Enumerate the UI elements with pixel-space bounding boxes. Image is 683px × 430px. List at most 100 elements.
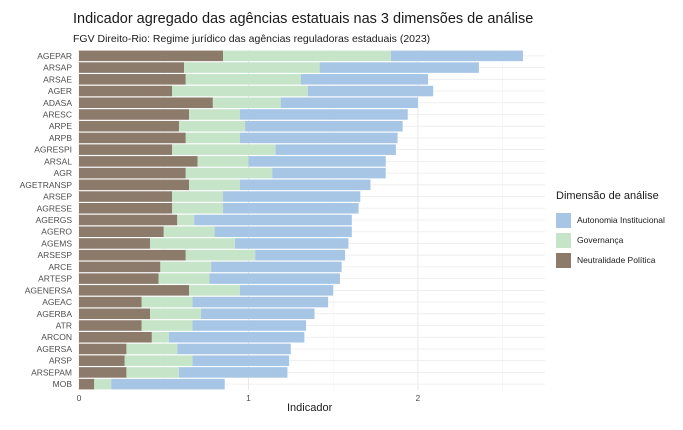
bar-agenersa-series-1 xyxy=(189,285,240,296)
bar-arsal-series-1 xyxy=(197,156,249,167)
bar-agepar-series-2 xyxy=(390,50,523,62)
bar-agr-series-1 xyxy=(185,167,273,179)
y-tick-label: AGR xyxy=(54,168,72,178)
bar-artesp-series-0 xyxy=(79,273,159,284)
bar-atr-series-2 xyxy=(192,320,307,331)
y-tick-label: ARSAP xyxy=(43,63,72,73)
y-tick-label: ATR xyxy=(56,321,72,331)
bar-arpe-series-2 xyxy=(245,120,403,132)
bar-arsp-series-1 xyxy=(124,355,193,366)
bar-arce-series-2 xyxy=(211,261,342,273)
bar-ageac-series-0 xyxy=(79,296,142,308)
bar-arpb-series-1 xyxy=(185,132,240,144)
y-tick-label: ARPB xyxy=(49,133,72,143)
bar-arcon-series-0 xyxy=(79,331,152,343)
legend-item-autonomia: Autonomia Institucional xyxy=(556,210,665,230)
bar-ager-series-0 xyxy=(79,85,173,97)
y-tick-label: AGENERSA xyxy=(25,285,73,295)
bar-arsep-series-2 xyxy=(223,191,361,202)
x-tick-label: 2 xyxy=(416,393,421,403)
bar-arsal-series-0 xyxy=(79,156,198,167)
y-tick-label: AGEAC xyxy=(42,297,72,307)
bar-artesp-series-1 xyxy=(158,273,210,284)
bar-arsepam-series-1 xyxy=(126,367,179,378)
y-tick-label: ARSAL xyxy=(44,156,72,166)
x-tick-label: 0 xyxy=(77,393,82,403)
y-tick-label: ARSP xyxy=(49,356,72,366)
y-tick-label: ARCON xyxy=(41,332,72,342)
bar-agrese-series-2 xyxy=(223,203,359,214)
y-tick-label: AGERSA xyxy=(37,344,73,354)
legend-swatch-governanca xyxy=(556,232,571,248)
legend-label-neutralidade: Neutralidade Política xyxy=(577,255,656,265)
y-tick-label: AGRESPI xyxy=(34,145,72,155)
bar-agrespi-series-2 xyxy=(275,144,396,155)
bar-agero-series-2 xyxy=(214,226,352,237)
bar-aresc-series-2 xyxy=(239,109,408,120)
bar-arsep-series-0 xyxy=(79,191,173,202)
bar-agrespi-series-1 xyxy=(172,144,276,155)
bar-mob-series-0 xyxy=(79,378,95,390)
bar-agems-series-1 xyxy=(150,238,235,249)
y-tick-label: ARCE xyxy=(48,262,72,272)
bar-agerba-series-1 xyxy=(150,308,202,320)
bar-agetransp-series-0 xyxy=(79,179,190,191)
bar-agenersa-series-2 xyxy=(239,285,334,296)
bar-agersa-series-0 xyxy=(79,343,127,355)
y-tick-label: MOB xyxy=(53,379,73,389)
bar-agerba-series-0 xyxy=(79,308,151,320)
y-tick-label: ARTESP xyxy=(38,274,72,284)
bar-agr-series-0 xyxy=(79,167,186,179)
bar-ageac-series-2 xyxy=(192,296,329,308)
bar-agersa-series-2 xyxy=(177,343,291,355)
bar-agetransp-series-2 xyxy=(239,179,371,191)
bar-agrespi-series-0 xyxy=(79,144,173,155)
bar-arpb-series-0 xyxy=(79,132,186,144)
bar-agrese-series-1 xyxy=(172,203,224,214)
y-tick-label: AGEPAR xyxy=(37,51,72,61)
bar-aresc-series-0 xyxy=(79,109,190,120)
legend-swatch-neutralidade xyxy=(556,252,571,268)
y-tick-label: ARESC xyxy=(43,109,72,119)
legend: Dimensão de análise Autonomia Institucio… xyxy=(556,190,665,270)
bar-ager-series-2 xyxy=(307,85,434,97)
bar-arsae-series-0 xyxy=(79,74,186,85)
bar-artesp-series-2 xyxy=(209,273,340,284)
bar-arcon-series-1 xyxy=(151,331,169,343)
chart-title: Indicador agregado das agências estatuai… xyxy=(73,11,534,27)
bar-agergs-series-0 xyxy=(79,214,178,226)
y-tick-label: AGERBA xyxy=(37,309,73,319)
y-tick-label: ARSEPAM xyxy=(31,367,72,377)
bar-agergs-series-2 xyxy=(194,214,352,226)
chart-subtitle: FGV Direito-Rio: Regime jurídico das agê… xyxy=(73,33,431,45)
bar-agepar-series-0 xyxy=(79,50,224,62)
y-tick-label: ADASA xyxy=(43,98,72,108)
bar-atr-series-0 xyxy=(79,320,142,331)
x-axis-label: Indicador xyxy=(287,402,333,414)
bar-agero-series-1 xyxy=(163,226,215,237)
bar-arpe-series-0 xyxy=(79,120,179,132)
bar-arce-series-0 xyxy=(79,261,161,273)
y-tick-label: AGETRANSP xyxy=(20,180,73,190)
bar-arsae-series-2 xyxy=(300,74,429,85)
bar-arsal-series-2 xyxy=(248,156,386,167)
bar-agero-series-0 xyxy=(79,226,164,237)
bar-adasa-series-2 xyxy=(280,97,418,109)
bar-agems-series-0 xyxy=(79,238,151,249)
legend-label-autonomia: Autonomia Institucional xyxy=(577,215,665,225)
bar-arsp-series-0 xyxy=(79,355,125,366)
bar-aresc-series-1 xyxy=(189,109,240,120)
y-tick-label: AGEMS xyxy=(41,238,72,248)
bar-ageac-series-1 xyxy=(141,296,193,308)
y-tick-label: ARPE xyxy=(49,121,72,131)
bar-arsap-series-2 xyxy=(319,62,479,73)
x-tick-label: 1 xyxy=(246,393,251,403)
y-tick-label: ARSESP xyxy=(38,250,73,260)
bar-arce-series-1 xyxy=(160,261,212,273)
legend-label-governanca: Governança xyxy=(577,235,624,245)
legend-title: Dimensão de análise xyxy=(556,190,659,202)
bar-agenersa-series-0 xyxy=(79,285,190,296)
bar-ager-series-1 xyxy=(172,85,308,97)
bar-arsepam-series-0 xyxy=(79,367,127,378)
